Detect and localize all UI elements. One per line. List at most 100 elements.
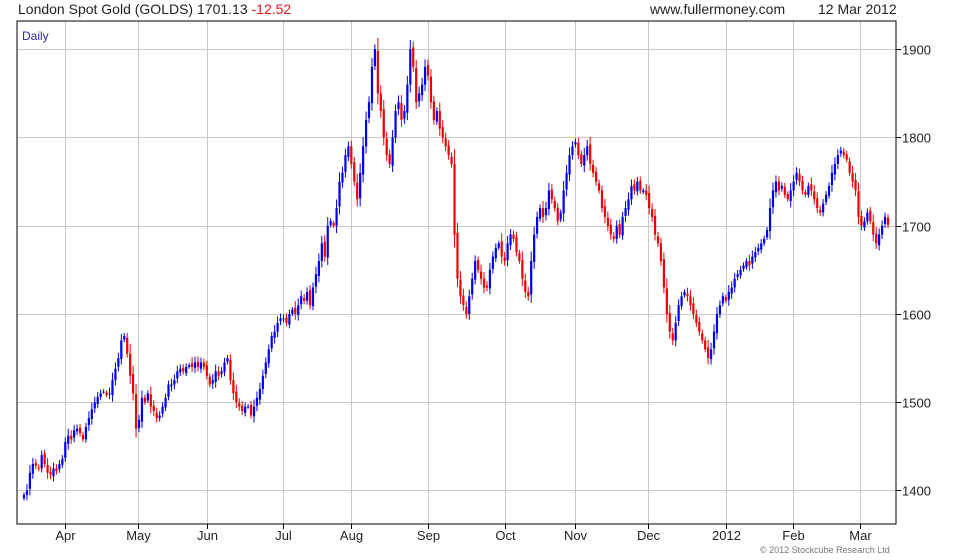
candle-body	[170, 384, 173, 387]
candle-body	[830, 172, 834, 186]
candle-body	[736, 274, 739, 277]
candle-body	[780, 186, 783, 189]
candle	[335, 199, 338, 234]
candle-body	[671, 333, 674, 341]
candle-body	[615, 225, 618, 239]
candle	[176, 365, 179, 384]
candle	[774, 175, 778, 198]
candle	[67, 428, 70, 450]
candle	[364, 111, 368, 154]
candle-body	[757, 247, 760, 252]
candle	[447, 140, 450, 160]
candle	[285, 313, 288, 327]
candle	[695, 309, 698, 328]
candle	[827, 182, 831, 199]
candle-body	[22, 494, 26, 499]
candle-body	[875, 233, 878, 244]
candle	[367, 96, 371, 124]
candle-body	[677, 305, 680, 322]
candle	[205, 360, 208, 380]
candle-body	[258, 388, 262, 400]
candle	[400, 95, 403, 127]
candle-body	[114, 368, 117, 381]
candle	[196, 356, 200, 372]
candle-body	[509, 234, 512, 246]
candle	[111, 372, 114, 402]
candle	[214, 364, 217, 388]
candle	[132, 365, 135, 401]
candle-body	[474, 261, 477, 280]
candle	[70, 430, 73, 445]
candle-body	[208, 376, 211, 385]
candle	[500, 233, 503, 264]
candle	[606, 211, 609, 232]
candle-body	[117, 358, 120, 367]
candle	[126, 333, 129, 358]
candle	[182, 364, 185, 375]
candle	[597, 179, 601, 194]
candle	[31, 457, 34, 479]
candle	[226, 355, 229, 365]
candle	[479, 264, 483, 285]
candle	[81, 431, 85, 443]
candle	[777, 176, 780, 195]
candle-body	[707, 347, 710, 359]
candle-body	[453, 163, 456, 235]
candle	[232, 372, 235, 401]
candle-body	[140, 397, 144, 422]
candle-body	[270, 336, 273, 349]
candle	[143, 394, 147, 406]
candle-body	[238, 403, 241, 407]
candle-body	[556, 208, 559, 222]
candle-body	[530, 261, 533, 295]
candle-body	[105, 392, 108, 396]
candle-body	[724, 297, 727, 301]
candle	[220, 367, 223, 378]
candle-body	[28, 472, 32, 489]
candle-body	[854, 179, 857, 191]
candle-body	[603, 206, 607, 217]
candle-body	[745, 261, 748, 268]
candle-body	[589, 144, 592, 164]
candle	[771, 182, 775, 214]
candle	[140, 390, 144, 428]
candle-body	[872, 222, 875, 235]
candle-body	[394, 111, 397, 138]
candle-body	[477, 260, 480, 270]
y-tick-label: 1600	[902, 308, 931, 323]
candle-body	[653, 216, 657, 235]
x-tick-label: Oct	[495, 528, 516, 543]
candle-body	[503, 257, 506, 262]
source-link[interactable]: www.fullermoney.com	[650, 1, 786, 17]
candle-body	[235, 391, 238, 403]
x-tick-label: Mar	[849, 528, 872, 543]
candle	[822, 199, 825, 217]
candle-body	[665, 288, 668, 314]
candle	[559, 209, 562, 223]
candle-body	[132, 373, 135, 394]
x-tick-label: Jul	[275, 528, 292, 543]
candle-body	[819, 209, 822, 213]
candle-body	[418, 93, 421, 102]
candle	[592, 159, 595, 178]
candle-body	[792, 181, 795, 191]
candle	[459, 271, 462, 304]
candle-body	[199, 362, 203, 369]
candle-body	[314, 274, 318, 287]
candle	[816, 192, 819, 214]
candle-body	[341, 172, 344, 183]
candle-body	[179, 368, 182, 373]
candle-body	[482, 278, 486, 288]
candle	[642, 188, 645, 195]
x-tick-label: Sep	[417, 528, 440, 543]
y-tick-label: 1400	[902, 484, 931, 499]
candle	[418, 86, 421, 108]
candle-body	[857, 191, 860, 217]
candle-body	[99, 393, 102, 397]
candle	[763, 235, 766, 247]
candle	[379, 85, 382, 118]
candle-body	[356, 182, 359, 200]
candle-body	[335, 208, 338, 226]
candle-body	[205, 365, 208, 376]
candle-body	[836, 155, 839, 164]
